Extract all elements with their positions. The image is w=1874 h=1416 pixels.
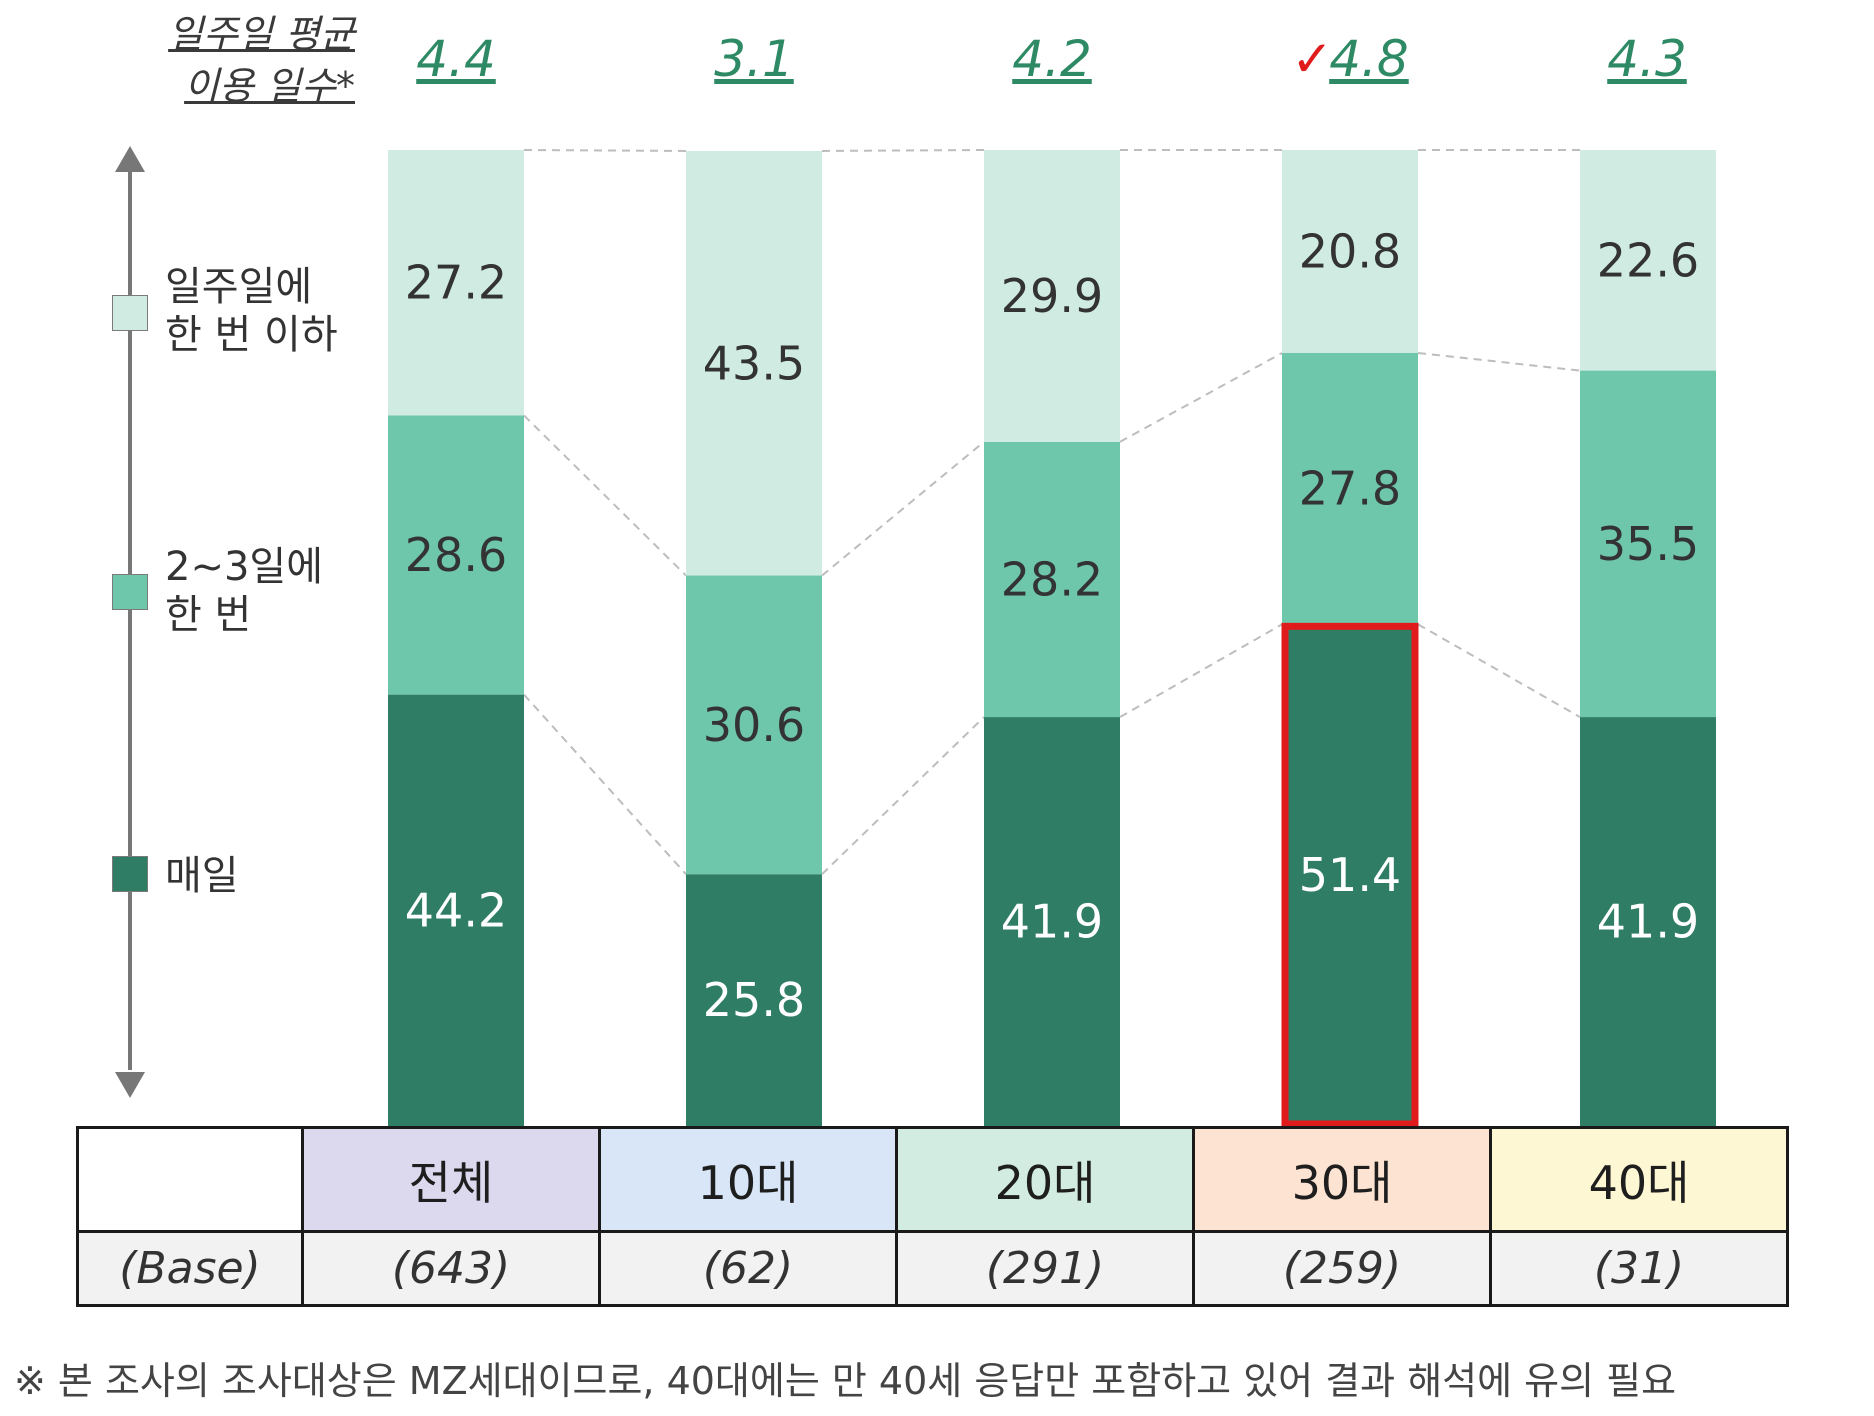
table-base-cell: (259)	[1192, 1230, 1492, 1307]
table-base-cell: (31)	[1489, 1230, 1789, 1307]
footnote: ※ 본 조사의 조사대상은 MZ세대이므로, 40대에는 만 40세 응답만 포…	[14, 1359, 1677, 1403]
highlight-box	[1281, 622, 1419, 1128]
connector-line	[523, 693, 687, 875]
legend-2-3-line1: 2~3일에	[165, 544, 324, 590]
table-base-cell: (291)	[895, 1230, 1195, 1307]
table-base-cell: (62)	[598, 1230, 898, 1307]
connector-line	[1417, 623, 1581, 718]
category-table: 전체 10대 20대 30대 40대 (Base) (643) (62) (29…	[76, 1126, 1789, 1307]
bar-segment	[984, 717, 1120, 1126]
connector-line	[1119, 352, 1283, 443]
connector-lines	[523, 149, 1581, 875]
avg-header-line1: 일주일 평균	[168, 12, 355, 56]
legend-swatch-weekly-or-less	[112, 295, 148, 331]
legend-weekly-line2: 한 번 이하	[165, 312, 338, 358]
bar-segment	[984, 441, 1120, 718]
bar-value-label: 29.9	[1001, 269, 1103, 323]
table-base-cell: (643)	[301, 1230, 601, 1307]
bar-value-label: 41.9	[1597, 895, 1699, 949]
connector-line	[1417, 352, 1581, 372]
avg-value-20s-text: 4.2	[1012, 30, 1092, 88]
bar-value-label: 20.8	[1299, 225, 1401, 279]
connector-line	[821, 716, 985, 875]
bar-segment	[686, 575, 822, 875]
bar-segment	[686, 150, 822, 576]
bar-segment	[388, 694, 524, 1126]
bar-value-label: 35.5	[1597, 517, 1699, 571]
avg-value-total: 4.4	[376, 30, 536, 88]
bar-segment	[984, 150, 1120, 442]
bar-value-label: 27.8	[1299, 462, 1401, 516]
legend-label-daily: 매일	[165, 852, 239, 900]
legend-swatch-2-3-days	[112, 574, 148, 610]
bar-value-label: 41.9	[1001, 895, 1103, 949]
avg-value-10s-text: 3.1	[714, 30, 794, 88]
bar-segment	[1282, 150, 1418, 354]
connector-line	[523, 414, 687, 577]
bar-segment	[1580, 370, 1716, 718]
bar-value-label: 22.6	[1597, 233, 1699, 287]
avg-value-40s-text: 4.3	[1607, 30, 1687, 88]
table-header-cell	[76, 1126, 304, 1233]
avg-value-30s: ✓4.8	[1270, 30, 1430, 88]
legend-weekly-line1: 일주일에	[165, 264, 313, 310]
table-header-cell: 전체	[301, 1126, 601, 1233]
connector-line	[523, 149, 687, 152]
avg-days-header: 일주일 평균 이용 일수*	[115, 8, 355, 112]
table-base-row: (Base) (643) (62) (291) (259) (31)	[76, 1230, 1789, 1307]
bar-value-label: 43.5	[703, 336, 805, 390]
bar-segment	[686, 874, 822, 1126]
legend-daily-line1: 매일	[165, 853, 239, 899]
bar-segment	[1580, 150, 1716, 371]
frequency-axis-arrow	[115, 146, 145, 1098]
legend-label-2-3-days: 2~3일에 한 번	[165, 543, 323, 639]
bar-segment	[1580, 717, 1716, 1126]
bar-labels: 44.2 28.6 27.2 25.8 30.6 43.5 41.9 28.2 29.9 51.4…	[405, 225, 1699, 1028]
bar-segment	[1282, 624, 1418, 1126]
bars	[388, 150, 1716, 1126]
bar-value-label: 28.6	[405, 528, 507, 582]
bar-segment	[1282, 353, 1418, 625]
bar-value-label: 44.2	[405, 883, 507, 937]
connector-line	[821, 149, 985, 152]
legend-2-3-line2: 한 번	[165, 592, 252, 638]
connector-line	[1119, 623, 1283, 718]
avg-value-40s: 4.3	[1567, 30, 1727, 88]
table-header-cell: 40대	[1489, 1126, 1789, 1233]
table-header-cell: 10대	[598, 1126, 898, 1233]
legend-label-weekly-or-less: 일주일에 한 번 이하	[165, 263, 338, 359]
table-header-cell: 20대	[895, 1126, 1195, 1233]
avg-header-line2: 이용 일수*	[184, 64, 355, 108]
avg-value-total-text: 4.4	[416, 30, 496, 88]
legend-swatch-daily	[112, 856, 148, 892]
table-header-row: 전체 10대 20대 30대 40대	[76, 1126, 1789, 1233]
checkmark-icon: ✓	[1291, 30, 1334, 88]
bar-value-label: 27.2	[405, 256, 507, 310]
avg-value-20s: 4.2	[972, 30, 1132, 88]
table-base-cell: (Base)	[76, 1230, 304, 1307]
bar-value-label: 30.6	[703, 698, 805, 752]
bar-value-label: 51.4	[1299, 848, 1401, 902]
bar-value-label: 25.8	[703, 973, 805, 1027]
bar-segment	[388, 415, 524, 695]
avg-value-10s: 3.1	[674, 30, 834, 88]
table-header-cell: 30대	[1192, 1126, 1492, 1233]
bar-value-label: 28.2	[1001, 552, 1103, 606]
avg-value-30s-text: 4.8	[1329, 30, 1409, 88]
connector-line	[821, 441, 985, 577]
bar-segment	[388, 150, 524, 416]
